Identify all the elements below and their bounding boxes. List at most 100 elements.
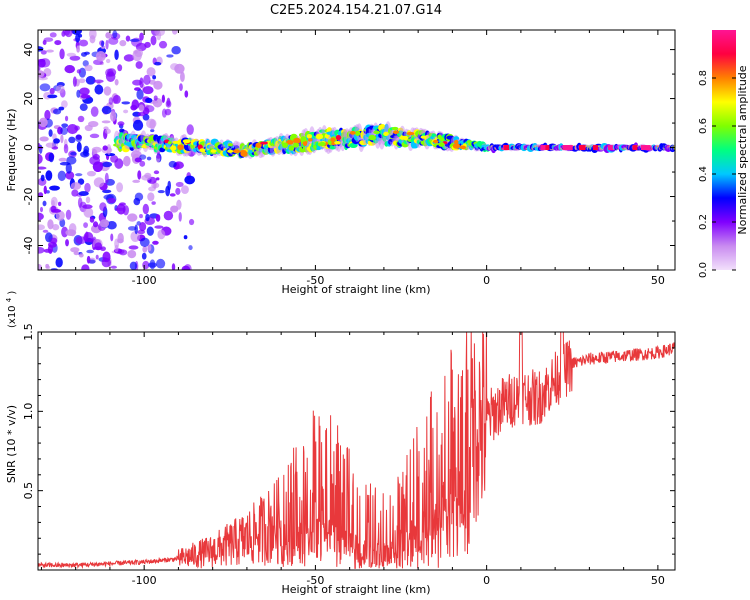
heatmap-cell — [139, 154, 147, 160]
heatmap-cell — [116, 182, 124, 193]
heatmap-cell — [110, 111, 117, 122]
heatmap-cell — [114, 207, 126, 211]
colorbar-tick-label: 0.2 — [698, 214, 709, 230]
heatmap-cell — [45, 263, 50, 269]
heatmap-cell — [178, 211, 182, 222]
heatmap-cell — [151, 201, 156, 205]
heatmap-cell — [65, 229, 77, 236]
heatmap-cell — [293, 137, 301, 144]
snr-y-ticks: 0.5 1.0 1.5 — [22, 323, 675, 555]
heatmap-cell — [65, 163, 72, 174]
heatmap-cell — [184, 90, 189, 98]
heatmap-cell — [94, 84, 104, 95]
heatmap-cell — [38, 263, 42, 270]
heatmap-cell — [81, 264, 90, 270]
heatmap-cell — [48, 152, 55, 163]
snr-x-ticks: -100 -50 0 50 — [40, 332, 665, 587]
heatmap-cell — [158, 40, 168, 49]
heatmap-cell — [70, 182, 82, 190]
heatmap-cell — [61, 100, 68, 109]
heatmap-cell — [69, 55, 81, 61]
heatmap-cell — [117, 121, 125, 126]
heatmap-cell — [70, 247, 80, 253]
heatmap-cell — [99, 219, 110, 228]
heatmap-cell — [76, 89, 81, 98]
heatmap-cell — [307, 138, 313, 142]
heatmap-cell — [101, 161, 113, 168]
heatmap-cell — [391, 126, 399, 131]
heatmap-cell — [43, 185, 47, 195]
heatmap-cell — [153, 95, 158, 101]
heatmap-cell — [110, 265, 117, 269]
heatmap-cell — [169, 193, 176, 197]
heatmap-cell — [147, 244, 152, 252]
heatmap-cell — [107, 197, 116, 204]
heatmap-cell — [157, 229, 166, 240]
heatmap-cell — [119, 39, 127, 47]
heatmap-cell — [75, 33, 81, 43]
x-tick-label: 50 — [651, 274, 665, 287]
heatmap-cell — [57, 170, 66, 182]
heatmap-cell — [164, 108, 172, 116]
heatmap-cell — [184, 175, 196, 185]
heatmap-cell — [335, 135, 342, 141]
heatmap-cell — [39, 206, 44, 213]
svg-text:(x10 4 ): (x10 4 ) — [3, 291, 18, 328]
heatmap-cell — [286, 139, 294, 145]
heatmap-cell — [87, 121, 99, 128]
heatmap-cell — [75, 134, 82, 143]
heatmap-cell — [170, 63, 180, 71]
heatmap-cell — [78, 39, 89, 47]
heatmap-cell — [188, 218, 195, 226]
heatmap-cell — [93, 79, 104, 83]
heatmap-cell — [175, 181, 184, 188]
snr-series-line — [38, 332, 675, 570]
heatmap-cell — [288, 145, 295, 151]
colorbar-tick-label: 0.8 — [698, 70, 709, 86]
heatmap-cell — [40, 174, 45, 182]
heatmap-cell — [80, 94, 91, 99]
heatmap-cell — [139, 32, 144, 41]
heatmap-cell — [99, 202, 107, 212]
x-tick-label: 0 — [483, 574, 490, 587]
heatmap-cell — [163, 210, 174, 221]
x-tick-label: -50 — [306, 574, 324, 587]
heatmap-cell — [117, 232, 124, 244]
heatmap-cell — [101, 120, 111, 124]
heatmap-cell — [68, 136, 76, 144]
heatmap-cell — [105, 58, 111, 64]
heatmap-cell — [146, 156, 152, 161]
heatmap-cell — [170, 145, 177, 151]
heatmap-cell — [53, 138, 60, 144]
x-tick-label: 50 — [651, 574, 665, 587]
heatmap-cell — [383, 131, 389, 137]
heatmap-cell — [103, 86, 112, 96]
heatmap-cell — [186, 124, 194, 136]
heatmap-cell — [82, 204, 93, 209]
heatmap-cell — [171, 30, 178, 35]
heatmap-cell — [567, 145, 573, 151]
heatmap-cell — [125, 35, 131, 42]
heatmap-cell — [607, 145, 613, 151]
heatmap-cell — [71, 189, 79, 197]
heatmap-cell — [368, 134, 377, 141]
y-tick-label: 20 — [22, 92, 35, 106]
heatmap-cell — [171, 263, 176, 270]
heatmap-cell — [38, 177, 47, 186]
heatmap-cell — [149, 259, 156, 270]
heatmap-cell — [144, 41, 151, 48]
colorbar-ticks: 0.0 0.2 0.4 0.6 0.8 — [698, 70, 736, 278]
heatmap-cell — [59, 48, 65, 60]
heatmap-cell — [85, 231, 89, 240]
heatmap-cell — [62, 30, 71, 36]
heatmap-cell — [122, 205, 130, 216]
heatmap-cell — [153, 170, 160, 175]
heatmap-cell — [142, 86, 154, 95]
heatmap-cell — [155, 214, 161, 222]
heatmap-cell — [55, 257, 63, 268]
heatmap-cell — [78, 253, 84, 258]
heatmap-cell — [580, 145, 586, 151]
heatmap-cell — [108, 97, 114, 105]
x-tick-label: -100 — [132, 574, 157, 587]
heatmap-cell — [181, 185, 189, 195]
